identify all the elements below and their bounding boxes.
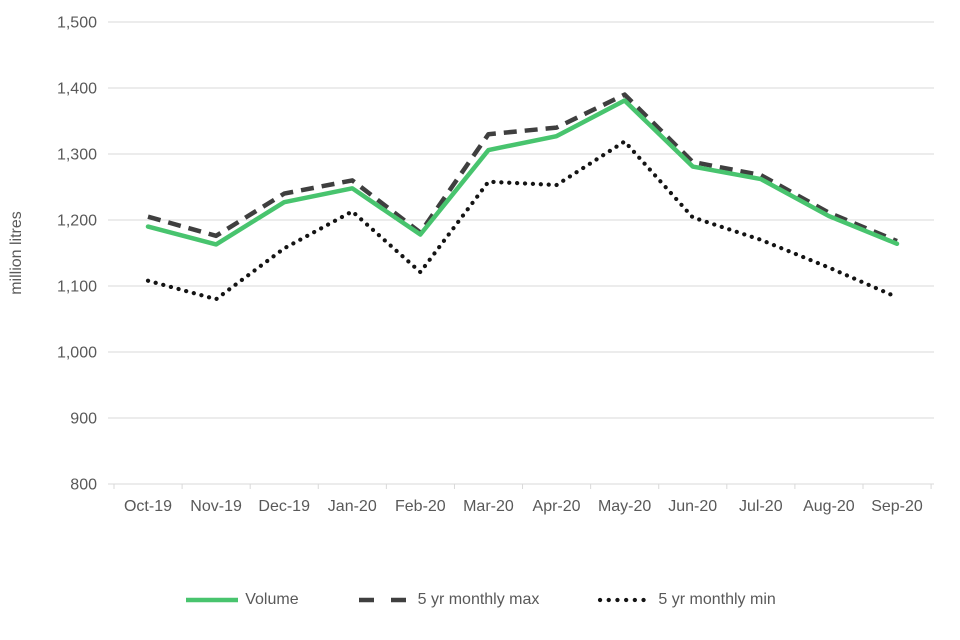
series-lines-group xyxy=(145,92,900,302)
x-axis-tick-label: May-20 xyxy=(598,498,651,515)
x-axis-labels-group: Oct-19 Nov-19 Dec-19 Jan-20 Feb-20 Mar-20 Apr-… xyxy=(124,498,923,515)
y-axis-tick-label: 900 xyxy=(70,411,97,428)
x-axis-tick-label: Mar-20 xyxy=(463,498,514,515)
max-dashed-line-swatch-icon xyxy=(358,597,411,602)
legend-item-max: 5 yr monthly max xyxy=(357,590,540,609)
y-axis-tick-label: 1,400 xyxy=(57,81,97,98)
series-line-volume xyxy=(145,98,900,247)
legend-item-min: 5 yr monthly min xyxy=(597,590,776,609)
x-axis-tick-label: Feb-20 xyxy=(395,498,446,515)
x-axis-tick-label: Jul-20 xyxy=(739,498,783,515)
x-axis-tick-label: Oct-19 xyxy=(124,498,172,515)
x-axis-tick-label: Sep-20 xyxy=(871,498,923,515)
y-axis-labels-group: 800 900 1,000 1,100 1,200 1,300 1,400 1,500 xyxy=(57,15,97,494)
x-axis-tick-label: Dec-19 xyxy=(258,498,310,515)
min-dotted-line-swatch-icon xyxy=(598,597,653,602)
y-axis-title: million litres xyxy=(8,211,25,295)
y-axis-tick-label: 800 xyxy=(70,477,97,494)
y-axis-tick-label: 1,000 xyxy=(57,345,97,362)
series-line-5-yr-monthly-max xyxy=(147,92,898,244)
gridlines-group xyxy=(108,21,934,485)
x-axis-tick-label: Jan-20 xyxy=(328,498,377,515)
series-line-5-yr-monthly-min xyxy=(145,139,900,302)
x-axis-tick-label: Aug-20 xyxy=(803,498,855,515)
x-axis-tick-label: Apr-20 xyxy=(533,498,581,515)
x-axis-tick-label: Nov-19 xyxy=(190,498,242,515)
legend-label-min: 5 yr monthly min xyxy=(658,590,776,608)
chart-legend: Volume 5 yr monthly max 5 yr monthly min xyxy=(0,591,960,609)
legend-label-max: 5 yr monthly max xyxy=(417,590,540,608)
legend-label-volume: Volume xyxy=(245,590,299,608)
legend-item-volume: Volume xyxy=(184,590,299,609)
y-axis-tick-label: 1,200 xyxy=(57,213,97,230)
x-axis-tick-label: Jun-20 xyxy=(668,498,717,515)
y-axis-tick-label: 1,300 xyxy=(57,147,97,164)
y-axis-tick-label: 1,500 xyxy=(57,15,97,32)
volume-line-swatch-icon xyxy=(186,597,239,602)
y-axis-tick-label: 1,100 xyxy=(57,279,97,296)
x-axis-ticks-group xyxy=(113,484,932,489)
